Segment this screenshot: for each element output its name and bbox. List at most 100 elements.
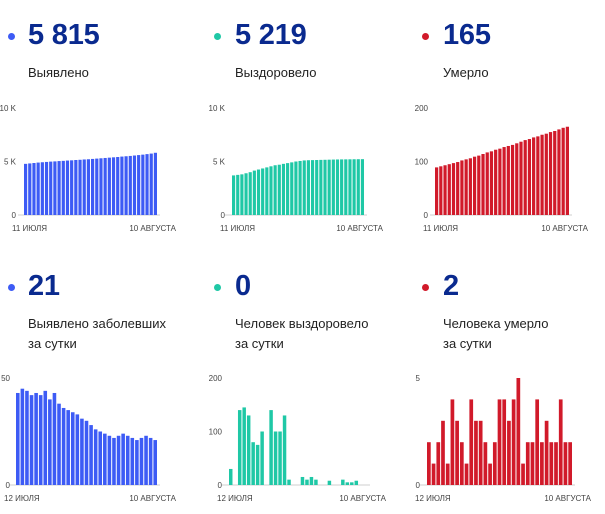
daily-deaths-label: Человека умерло за сутки xyxy=(443,314,549,354)
daily-deaths-chart: 0 5 12 ИЮЛЯ 10 АВГУСТА xyxy=(415,374,592,503)
daily-detected-chart: 0 50 12 ИЮЛЯ 10 АВГУСТА xyxy=(1,374,177,503)
deaths-bar xyxy=(460,160,464,215)
deaths-bar xyxy=(439,166,443,215)
recovered-ytick-2: 10 K xyxy=(209,104,226,113)
daily-detected-bar xyxy=(139,437,144,485)
deaths-bar xyxy=(464,159,468,215)
daily-deaths-bar xyxy=(431,463,436,485)
deaths-bar xyxy=(481,154,485,215)
daily-deaths-bar xyxy=(492,442,497,485)
deaths-bar xyxy=(477,155,481,215)
daily-detected-bar xyxy=(80,418,84,485)
recovered-bar xyxy=(306,160,310,215)
daily-recovered-bar xyxy=(350,482,354,485)
recovered-bar xyxy=(248,172,252,215)
daily-detected-bar xyxy=(70,412,75,485)
daily-recovered-bar xyxy=(251,442,255,485)
recovered-bar xyxy=(348,159,352,215)
daily-recovered-bar xyxy=(341,479,345,485)
daily-detected-bar xyxy=(144,435,148,485)
recovered-bar xyxy=(331,159,335,215)
daily-deaths-bar xyxy=(427,442,431,485)
daily-recovered-bar xyxy=(354,480,359,485)
daily-deaths-xlabel-start: 12 ИЮЛЯ xyxy=(415,494,451,503)
daily-deaths-bar xyxy=(450,399,455,485)
daily-recovered-bar xyxy=(305,479,309,485)
panel-daily-recovered: 0 Человек выздоровело за сутки 0 100 200 12… xyxy=(205,262,395,512)
daily-detected-bar xyxy=(103,433,107,485)
recovered-bar xyxy=(281,163,286,215)
daily-recovered-xlabel-end: 10 АВГУСТА xyxy=(339,494,386,503)
daily-detected-value: 21 xyxy=(28,270,60,302)
daily-deaths-ytick-0: 0 xyxy=(416,481,421,490)
detected-bar xyxy=(149,153,153,215)
daily-deaths-bar xyxy=(436,442,441,485)
deaths-bar xyxy=(544,133,548,215)
daily-deaths-bar xyxy=(441,420,445,485)
daily-recovered-ytick-2: 200 xyxy=(209,374,223,383)
daily-detected-label-line-1: Выявлено заболевших xyxy=(28,316,166,331)
panel-recovered: 5 219 Выздоровело 0 5 K 10 K 11 ИЮЛЯ 10 АВГУ… xyxy=(205,0,395,250)
daily-recovered-bar xyxy=(255,444,260,486)
daily-detected-bar xyxy=(148,437,153,485)
daily-deaths-ytick-1: 5 xyxy=(416,374,421,383)
deaths-bar xyxy=(553,131,557,215)
recovered-bar xyxy=(352,159,356,215)
detected-bar xyxy=(53,161,57,215)
recovered-dot xyxy=(214,33,221,40)
daily-recovered-bar xyxy=(246,415,251,485)
daily-deaths-bar xyxy=(459,442,464,485)
daily-detected-bar xyxy=(130,437,135,485)
detected-bar xyxy=(28,163,32,215)
recovered-total: 5 219 xyxy=(235,19,307,51)
recovered-bar xyxy=(252,170,256,215)
deaths-bar xyxy=(443,165,447,215)
daily-deaths-bar xyxy=(544,420,549,485)
deaths-bar xyxy=(519,141,523,215)
daily-deaths-dot xyxy=(422,284,429,291)
recovered-bar xyxy=(236,174,240,216)
daily-recovered-dot xyxy=(214,284,221,291)
detected-bar xyxy=(99,158,103,215)
deaths-xlabel-start: 11 ИЮЛЯ xyxy=(423,224,458,233)
detected-ytick-1: 5 K xyxy=(4,158,17,167)
detected-bar xyxy=(107,157,111,215)
deaths-bar xyxy=(485,152,489,215)
daily-deaths-bar xyxy=(554,442,558,485)
daily-recovered-label-line-2: за сутки xyxy=(235,336,284,351)
deaths-bar xyxy=(510,144,515,215)
daily-deaths-bar xyxy=(521,463,525,485)
recovered-label: Выздоровело xyxy=(235,63,317,83)
recovered-bar xyxy=(269,166,273,215)
detected-bar xyxy=(124,156,128,215)
daily-detected-bar xyxy=(75,414,80,485)
daily-recovered-bar xyxy=(300,476,305,485)
deaths-bar xyxy=(451,163,456,215)
deaths-bar xyxy=(468,158,472,215)
daily-deaths-bar xyxy=(464,463,469,485)
detected-label: Выявлено xyxy=(28,63,89,83)
detected-bar xyxy=(91,158,95,215)
daily-deaths-bar xyxy=(558,399,563,485)
daily-detected-bar xyxy=(34,392,38,485)
recovered-bar xyxy=(273,165,277,215)
deaths-xlabel-end: 10 АВГУСТА xyxy=(541,224,588,233)
daily-deaths-bar xyxy=(488,463,492,485)
detected-xlabel-end: 10 АВГУСТА xyxy=(129,224,176,233)
daily-deaths-bar xyxy=(497,399,502,485)
detected-dot xyxy=(8,33,15,40)
recovered-bar xyxy=(244,173,248,215)
deaths-bar xyxy=(494,149,498,215)
daily-detected-bar xyxy=(153,440,157,485)
daily-detected-bar xyxy=(116,435,121,485)
recovered-bar xyxy=(265,167,269,215)
recovered-bar xyxy=(298,160,302,215)
recovered-bar xyxy=(327,159,331,215)
daily-detected-xlabel-start: 12 ИЮЛЯ xyxy=(4,494,40,503)
recovered-bar xyxy=(232,175,236,215)
deaths-bar xyxy=(489,151,494,215)
daily-recovered-bar xyxy=(327,480,332,485)
detected-chart: 0 5 K 10 K 11 ИЮЛЯ 10 АВГУСТА xyxy=(0,104,177,233)
daily-detected-bar xyxy=(29,395,34,485)
recovered-bar xyxy=(323,159,327,215)
